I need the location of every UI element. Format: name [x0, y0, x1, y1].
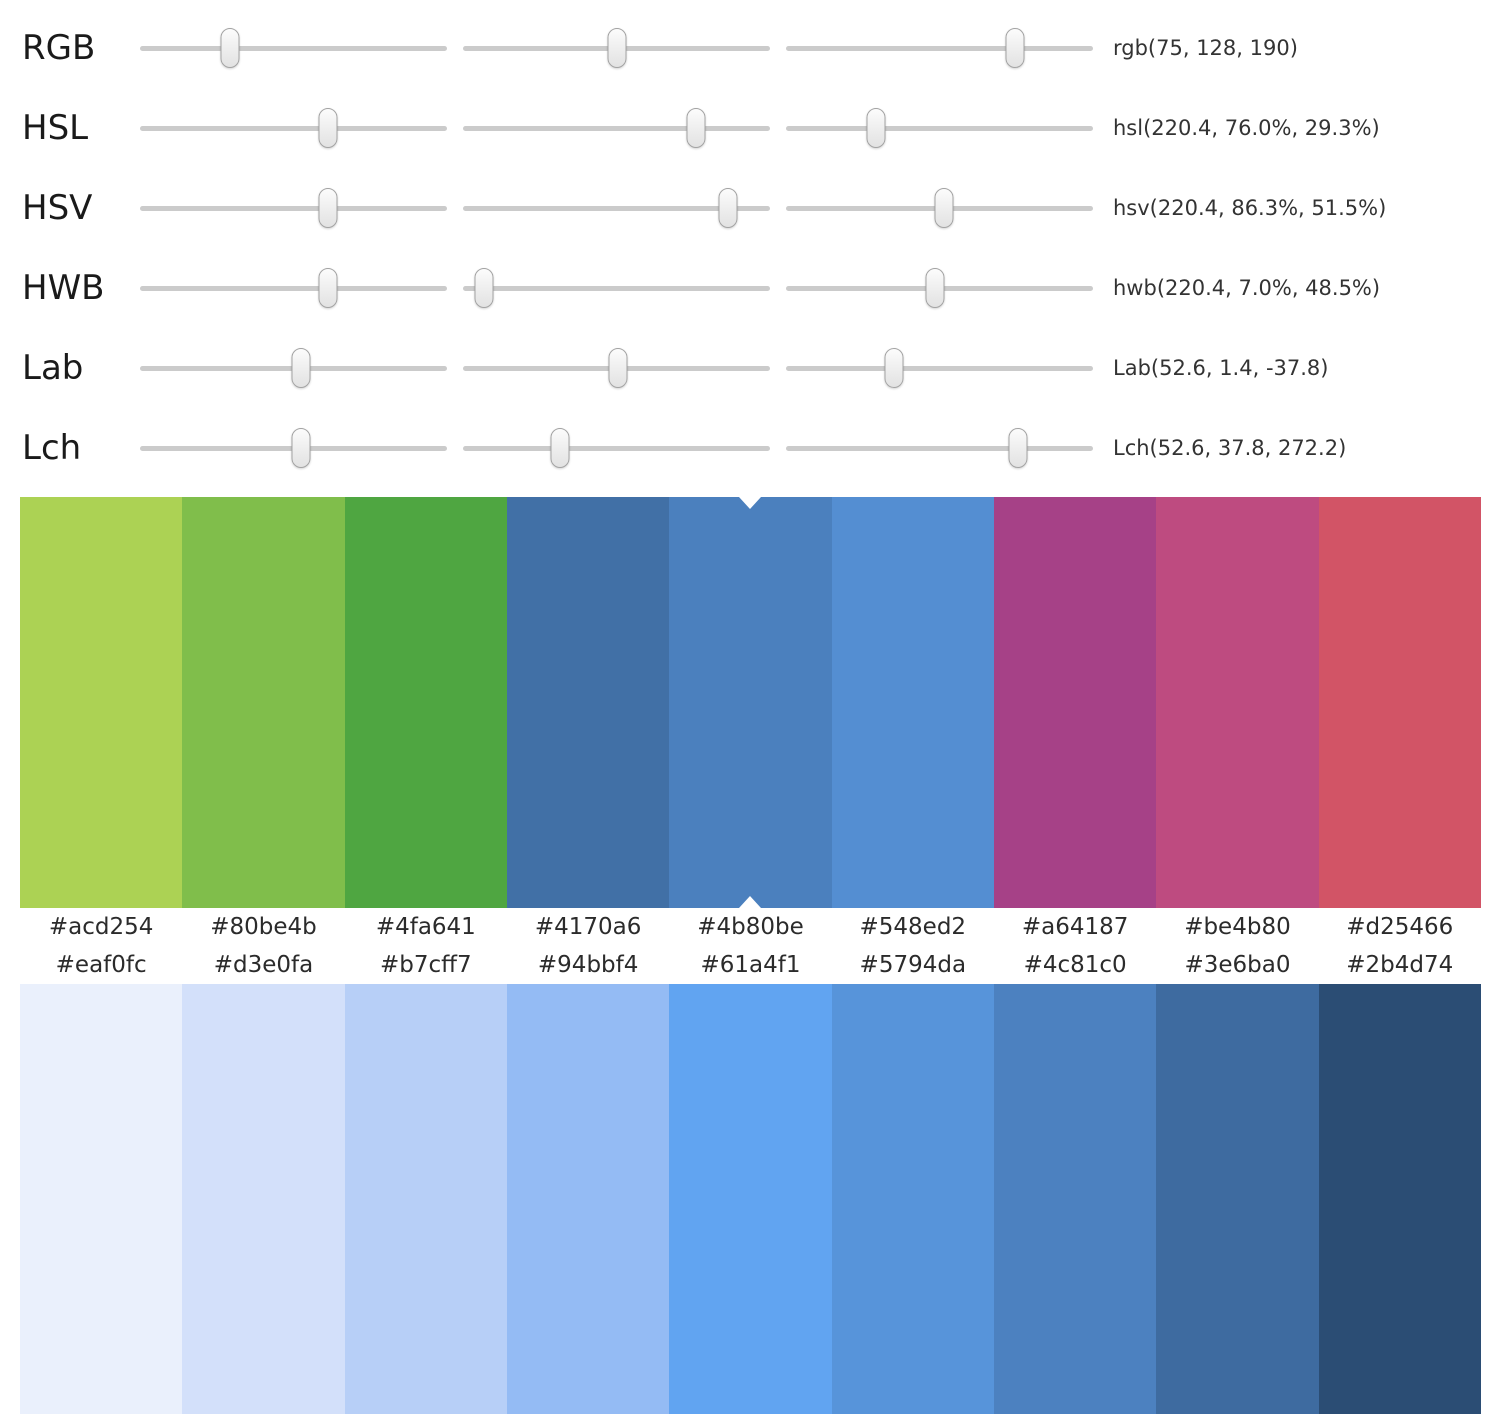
slider-row-hsl: HSL hsl(220.4, 76.0%, 29.3%)	[0, 88, 1501, 168]
hue-swatch[interactable]	[344, 497, 507, 908]
shade-swatch[interactable]	[344, 984, 507, 1414]
slider-row-lab: Lab Lab(52.6, 1.4, -37.8)	[0, 328, 1501, 408]
hue-swatch[interactable]	[831, 497, 994, 908]
hex-label: #be4b80	[1184, 914, 1291, 940]
hex-label: #61a4f1	[700, 952, 801, 978]
hex-label: #3e6ba0	[1184, 952, 1291, 978]
shade-swatch[interactable]	[669, 984, 832, 1414]
hex-label: #94bbf4	[537, 952, 639, 978]
hex-label: #a64187	[1021, 914, 1129, 940]
hex-label: #acd254	[48, 914, 154, 940]
hsl-s-slider-handle[interactable]	[686, 108, 706, 148]
hwb-value-text: hwb(220.4, 7.0%, 48.5%)	[1113, 276, 1381, 300]
lab-a-slider-track[interactable]	[463, 348, 770, 388]
hue-hex-labels: #acd254 #80be4b #4fa641 #4170a6 #4b80be …	[20, 908, 1481, 946]
hex-label: #2b4d74	[1346, 952, 1454, 978]
hex-label: #548ed2	[859, 914, 967, 940]
rgb-b-slider-handle[interactable]	[1005, 28, 1025, 68]
lch-l-slider-handle[interactable]	[291, 428, 311, 468]
shade-swatch[interactable]	[182, 984, 345, 1414]
hex-label: #4c81c0	[1023, 952, 1127, 978]
colorspace-label-lab: Lab	[22, 348, 84, 388]
hwb-b-slider-track[interactable]	[786, 268, 1093, 308]
hex-label: #4fa641	[375, 914, 476, 940]
colorspace-label-hsv: HSV	[22, 188, 93, 228]
hsl-value-text: hsl(220.4, 76.0%, 29.3%)	[1113, 116, 1380, 140]
hwb-b-slider-handle[interactable]	[925, 268, 945, 308]
hex-label: #eaf0fc	[55, 952, 147, 978]
hsv-value-text: hsv(220.4, 86.3%, 51.5%)	[1113, 196, 1387, 220]
colorspace-label-lch: Lch	[22, 428, 82, 468]
slider-row-lch: Lch Lch(52.6, 37.8, 272.2)	[0, 408, 1501, 488]
hwb-h-slider-track[interactable]	[140, 268, 447, 308]
hue-swatch[interactable]	[993, 497, 1157, 908]
lch-l-slider-track[interactable]	[140, 428, 447, 468]
hex-label: #80be4b	[210, 914, 317, 940]
colorspace-label-hsl: HSL	[22, 108, 89, 148]
colorspace-label-rgb: RGB	[22, 28, 96, 68]
slider-row-hwb: HWB hwb(220.4, 7.0%, 48.5%)	[0, 248, 1501, 328]
hsv-h-slider-track[interactable]	[140, 188, 447, 228]
hsl-l-slider-track[interactable]	[786, 108, 1093, 148]
hsl-s-slider-track[interactable]	[463, 108, 770, 148]
hwb-w-slider-track[interactable]	[463, 268, 770, 308]
colorspace-label-hwb: HWB	[22, 268, 105, 308]
hex-label: #4170a6	[534, 914, 642, 940]
rgb-g-slider-handle[interactable]	[607, 28, 627, 68]
rgb-b-slider-track[interactable]	[786, 28, 1093, 68]
shade-swatch[interactable]	[831, 984, 994, 1414]
rgb-value-text: rgb(75, 128, 190)	[1113, 36, 1298, 60]
lch-h-slider-track[interactable]	[786, 428, 1093, 468]
slider-row-rgb: RGB rgb(75, 128, 190)	[0, 8, 1501, 88]
hue-swatch[interactable]	[669, 497, 832, 908]
hsv-s-slider-track[interactable]	[463, 188, 770, 228]
hsv-h-slider-handle[interactable]	[318, 188, 338, 228]
hsl-h-slider-handle[interactable]	[318, 108, 338, 148]
lab-b-slider-track[interactable]	[786, 348, 1093, 388]
hue-swatch[interactable]	[1318, 497, 1481, 908]
rgb-r-slider-track[interactable]	[140, 28, 447, 68]
lch-c-slider-track[interactable]	[463, 428, 770, 468]
hsl-l-slider-handle[interactable]	[866, 108, 886, 148]
slider-section: RGB rgb(75, 128, 190) HSL hsl(220	[0, 0, 1501, 488]
hex-label: #5794da	[859, 952, 967, 978]
hsv-v-slider-handle[interactable]	[934, 188, 954, 228]
hwb-h-slider-handle[interactable]	[318, 268, 338, 308]
hue-swatch[interactable]	[506, 497, 670, 908]
hsv-s-slider-handle[interactable]	[718, 188, 738, 228]
hex-label: #b7cff7	[380, 952, 472, 978]
shade-swatch[interactable]	[506, 984, 670, 1414]
shade-hex-labels: #eaf0fc #d3e0fa #b7cff7 #94bbf4 #61a4f1 …	[20, 946, 1481, 984]
shade-swatch[interactable]	[20, 984, 183, 1414]
lab-a-slider-handle[interactable]	[608, 348, 628, 388]
rgb-r-slider-handle[interactable]	[220, 28, 240, 68]
lch-h-slider-handle[interactable]	[1008, 428, 1028, 468]
lab-value-text: Lab(52.6, 1.4, -37.8)	[1113, 356, 1329, 380]
rgb-g-slider-track[interactable]	[463, 28, 770, 68]
palette-section: #acd254 #80be4b #4fa641 #4170a6 #4b80be …	[20, 497, 1481, 1414]
hex-label: #d3e0fa	[213, 952, 314, 978]
lch-value-text: Lch(52.6, 37.8, 272.2)	[1113, 436, 1347, 460]
lch-c-slider-handle[interactable]	[550, 428, 570, 468]
shade-swatch[interactable]	[1156, 984, 1319, 1414]
hue-palette	[20, 497, 1481, 908]
hsv-v-slider-track[interactable]	[786, 188, 1093, 228]
shade-swatch[interactable]	[993, 984, 1157, 1414]
hue-swatch[interactable]	[182, 497, 345, 908]
shade-swatch[interactable]	[1318, 984, 1481, 1414]
lab-b-slider-handle[interactable]	[884, 348, 904, 388]
slider-row-hsv: HSV hsv(220.4, 86.3%, 51.5%)	[0, 168, 1501, 248]
hsl-h-slider-track[interactable]	[140, 108, 447, 148]
shades-palette	[20, 984, 1481, 1414]
lab-l-slider-handle[interactable]	[291, 348, 311, 388]
hex-label: #4b80be	[697, 914, 804, 940]
hwb-w-slider-handle[interactable]	[474, 268, 494, 308]
hex-label: #d25466	[1346, 914, 1454, 940]
hue-swatch[interactable]	[1156, 497, 1319, 908]
hue-swatch[interactable]	[20, 497, 183, 908]
lab-l-slider-track[interactable]	[140, 348, 447, 388]
